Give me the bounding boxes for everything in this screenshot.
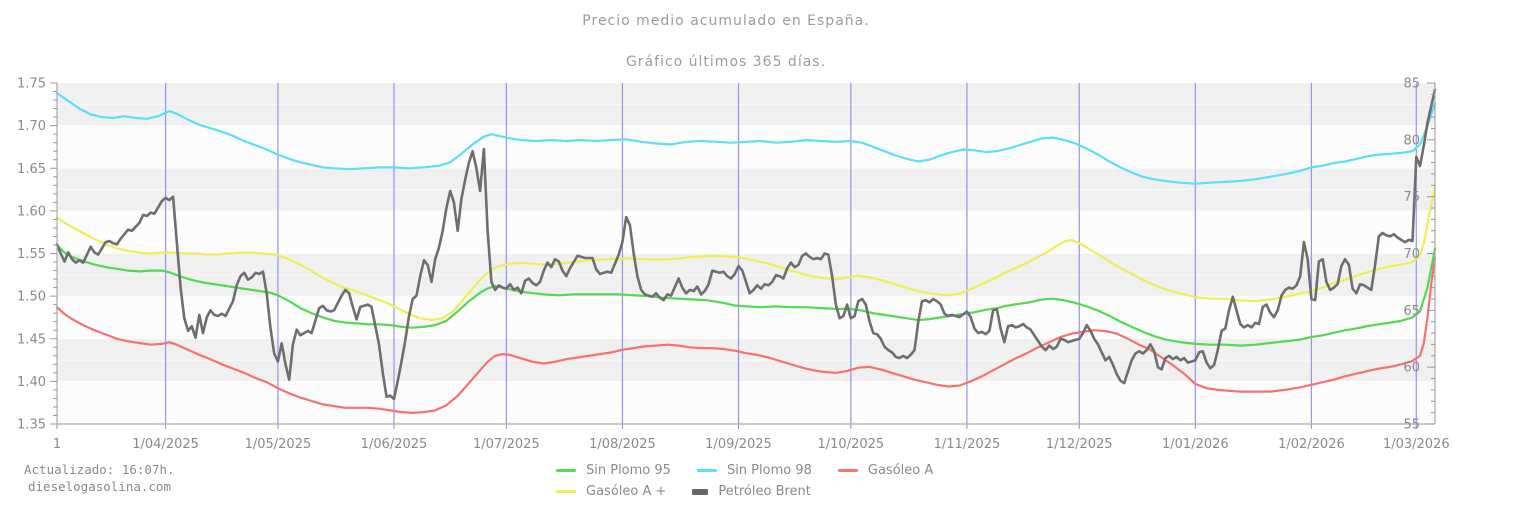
svg-text:1.60: 1.60 bbox=[17, 204, 46, 219]
legend-label: Sin Plomo 98 bbox=[726, 463, 812, 478]
legend-row-1: Sin Plomo 95 Sin Plomo 98 Gasóleo A bbox=[556, 460, 959, 481]
sin-plomo-98-line-swatch bbox=[696, 469, 717, 472]
svg-text:1.35: 1.35 bbox=[17, 418, 46, 433]
svg-text:55: 55 bbox=[1403, 418, 1420, 433]
price-history-chart: 1.75 1.70 1.65 1.60 1.55 1.50 1.45 1.40 1.35 85 80… bbox=[17, 77, 1450, 453]
svg-text:1/07/2025: 1/07/2025 bbox=[473, 437, 540, 452]
legend-label: Gasóleo A bbox=[867, 463, 934, 478]
legend-item-petroleo-brent: Petróleo Brent bbox=[692, 484, 811, 499]
svg-text:1/05/2025: 1/05/2025 bbox=[245, 437, 312, 452]
svg-text:1.75: 1.75 bbox=[17, 77, 46, 92]
svg-text:70: 70 bbox=[1403, 247, 1420, 262]
svg-text:1.65: 1.65 bbox=[17, 162, 46, 177]
svg-text:1/03/2026: 1/03/2026 bbox=[1383, 437, 1450, 452]
sin-plomo-95-line-swatch bbox=[556, 469, 576, 472]
legend-label: Sin Plomo 95 bbox=[586, 463, 671, 478]
chart-footer: Actualizado: 16:07h. dieselogasolina.com bbox=[24, 461, 175, 495]
gasoleo-a-plus-line-swatch bbox=[556, 490, 576, 493]
svg-text:1/09/2025: 1/09/2025 bbox=[705, 437, 772, 452]
gasoleo-a-line-swatch bbox=[837, 469, 858, 472]
svg-text:80: 80 bbox=[1403, 133, 1420, 148]
svg-text:1/01/2026: 1/01/2026 bbox=[1162, 437, 1229, 452]
legend-item-gasoleo-a-plus: Gasóleo A + bbox=[556, 484, 666, 499]
legend-item-gasoleo-a: Gasóleo A bbox=[837, 463, 934, 478]
svg-text:1/08/2025: 1/08/2025 bbox=[589, 437, 656, 452]
chart-title: Precio medio acumulado en España. bbox=[582, 13, 870, 29]
svg-text:1.70: 1.70 bbox=[17, 119, 46, 134]
legend-row-2: Gasóleo A + Petróleo Brent bbox=[556, 481, 959, 502]
svg-text:1/11/2025: 1/11/2025 bbox=[934, 437, 1001, 452]
legend-item-sin-plomo-98: Sin Plomo 98 bbox=[696, 463, 812, 478]
legend-label: Gasóleo A + bbox=[586, 484, 667, 499]
chart-legend: Sin Plomo 95 Sin Plomo 98 Gasóleo A Gasó… bbox=[556, 460, 959, 502]
legend-label: Petróleo Brent bbox=[718, 484, 811, 499]
chart-subtitle: Gráfico últimos 365 días. bbox=[625, 54, 827, 70]
site-name: dieselogasolina.com bbox=[28, 479, 171, 494]
svg-text:85: 85 bbox=[1403, 77, 1420, 92]
svg-text:1/04/2025: 1/04/2025 bbox=[132, 437, 199, 452]
svg-text:75: 75 bbox=[1403, 190, 1420, 205]
svg-text:1.45: 1.45 bbox=[17, 332, 46, 347]
svg-text:1/06/2025: 1/06/2025 bbox=[361, 437, 428, 452]
svg-text:1: 1 bbox=[53, 437, 61, 452]
svg-text:1/02/2026: 1/02/2026 bbox=[1278, 437, 1345, 452]
svg-text:65: 65 bbox=[1403, 304, 1420, 319]
petroleo-brent-bar-swatch bbox=[692, 488, 709, 495]
svg-text:60: 60 bbox=[1403, 361, 1420, 376]
svg-text:1/10/2025: 1/10/2025 bbox=[818, 437, 885, 452]
svg-text:1/12/2025: 1/12/2025 bbox=[1046, 437, 1113, 452]
legend-item-sin-plomo-95: Sin Plomo 95 bbox=[556, 463, 671, 478]
svg-text:1.40: 1.40 bbox=[17, 375, 46, 390]
svg-text:1.50: 1.50 bbox=[17, 290, 46, 305]
svg-text:1.55: 1.55 bbox=[17, 247, 46, 262]
updated-time: Actualizado: 16:07h. bbox=[24, 462, 175, 477]
